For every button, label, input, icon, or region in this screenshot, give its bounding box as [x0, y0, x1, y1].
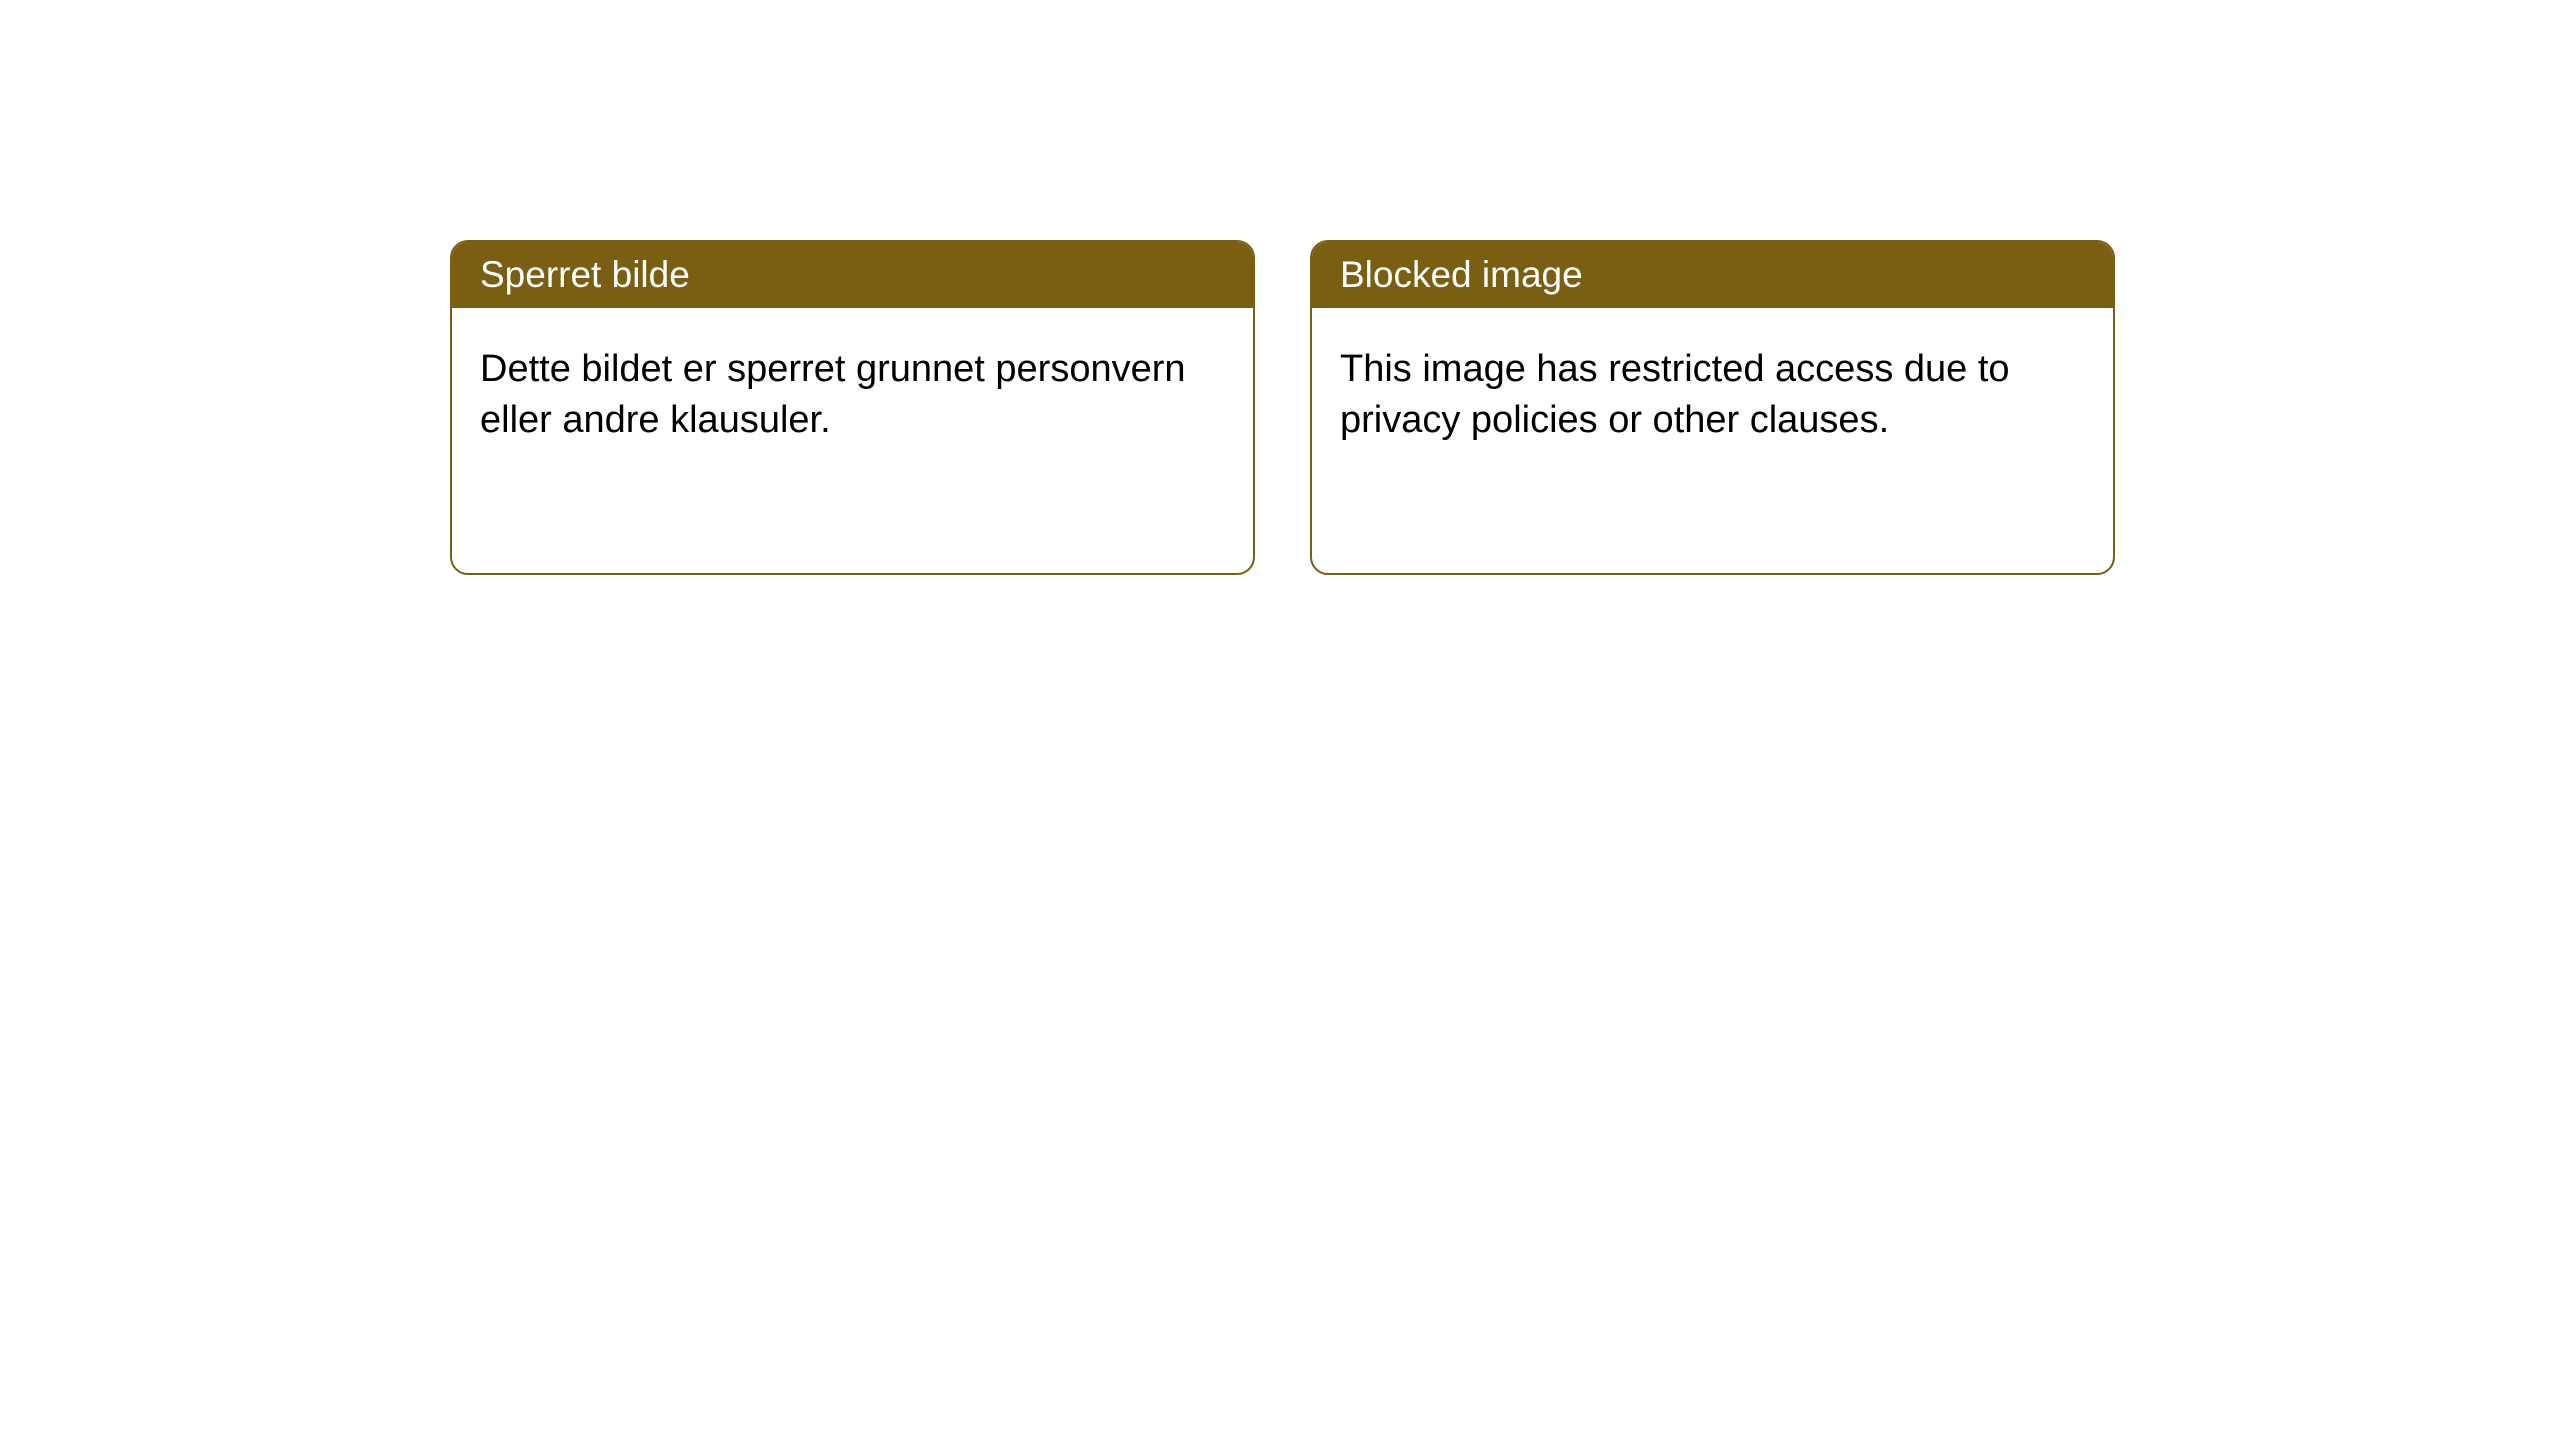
notice-header-norwegian: Sperret bilde	[452, 242, 1253, 308]
notice-header-english: Blocked image	[1312, 242, 2113, 308]
notice-body-english: This image has restricted access due to …	[1312, 308, 2113, 483]
notice-box-norwegian: Sperret bilde Dette bildet er sperret gr…	[450, 240, 1255, 575]
notice-container: Sperret bilde Dette bildet er sperret gr…	[450, 240, 2115, 575]
notice-body-norwegian: Dette bildet er sperret grunnet personve…	[452, 308, 1253, 483]
notice-box-english: Blocked image This image has restricted …	[1310, 240, 2115, 575]
